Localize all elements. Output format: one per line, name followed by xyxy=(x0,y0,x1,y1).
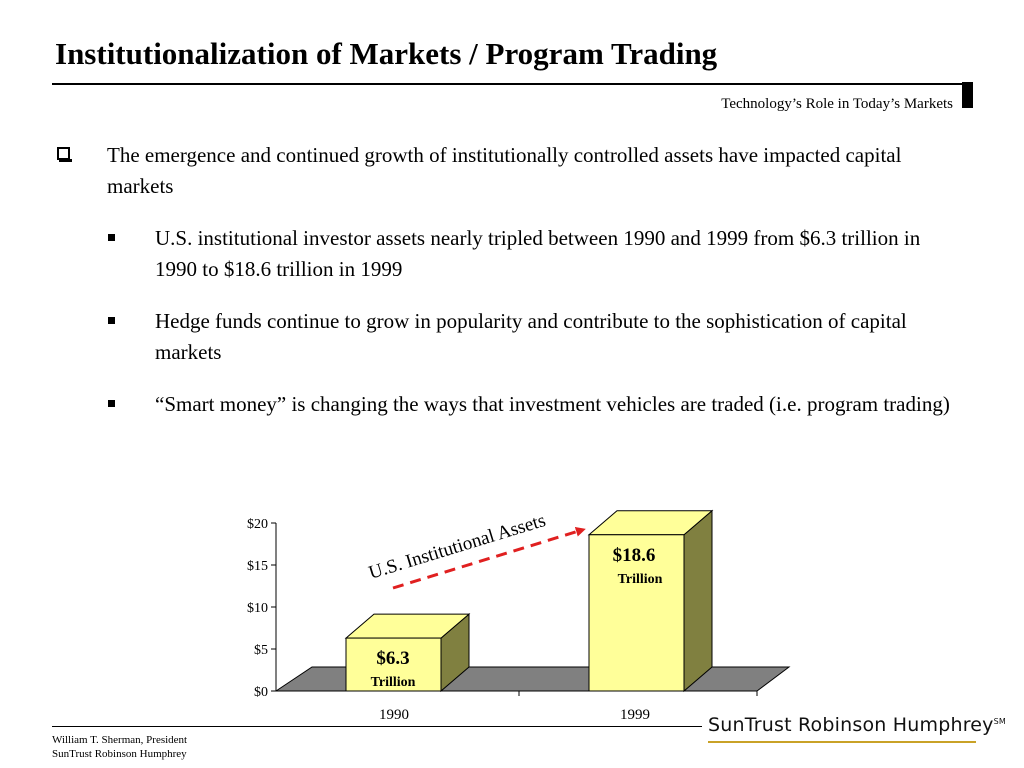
square-bullet-icon xyxy=(108,234,115,241)
checkbox-bullet-icon xyxy=(57,147,72,162)
x-category-label: 1990 xyxy=(379,707,409,723)
x-category-label: 1999 xyxy=(620,707,650,723)
bar-value-label: $18.6 xyxy=(613,545,656,566)
chart-annotation: U.S. Institutional Assets xyxy=(366,510,548,584)
y-tick-label: $10 xyxy=(247,601,268,616)
bar-front xyxy=(345,637,442,692)
logo-text: SunTrust Robinson Humphrey xyxy=(708,714,994,736)
bar-front xyxy=(588,534,685,692)
bar-value-label: $6.3 xyxy=(376,648,409,669)
y-tick-label: $15 xyxy=(247,559,268,574)
footer-credit: William T. Sherman, President SunTrust R… xyxy=(52,733,187,761)
service-mark: SM xyxy=(993,717,1007,726)
y-tick-label: $20 xyxy=(247,517,268,532)
title-rule xyxy=(52,83,962,85)
square-bullet-icon xyxy=(108,400,115,407)
sub-bullet-text-1: U.S. institutional investor assets nearl… xyxy=(155,226,921,281)
square-bullet-icon xyxy=(108,317,115,324)
company-logo: SunTrust Robinson HumphreySM xyxy=(708,714,1006,736)
bar-unit-label: Trillion xyxy=(618,572,663,587)
y-tick-label: $0 xyxy=(254,685,268,700)
bar-unit-label: Trillion xyxy=(371,675,416,690)
sub-bullet-text-2: Hedge funds continue to grow in populari… xyxy=(155,309,907,364)
y-tick-label: $5 xyxy=(254,643,268,658)
footer-company: SunTrust Robinson Humphrey xyxy=(52,748,187,760)
trend-arrow xyxy=(392,526,586,590)
footer-name: William T. Sherman, President xyxy=(52,734,188,746)
footer-rule xyxy=(52,726,702,727)
sub-bullet-text-3: “Smart money” is changing the ways that … xyxy=(155,392,950,416)
page-title: Institutionalization of Markets / Progra… xyxy=(55,36,718,71)
title-rule-end-bar xyxy=(962,82,973,108)
bar-side xyxy=(683,509,713,693)
logo-underline xyxy=(708,741,976,743)
main-bullet-text: The emergence and continued growth of in… xyxy=(107,143,902,198)
section-subtitle: Technology’s Role in Today’s Markets xyxy=(721,96,953,112)
